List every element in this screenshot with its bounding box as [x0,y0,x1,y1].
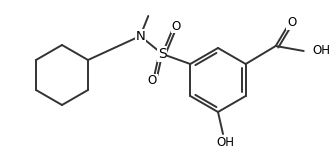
Text: O: O [172,19,181,32]
Text: OH: OH [313,45,331,58]
Text: O: O [287,16,296,29]
Text: S: S [158,47,166,61]
Text: N: N [136,29,145,42]
Text: O: O [148,74,157,87]
Text: OH: OH [216,135,234,148]
